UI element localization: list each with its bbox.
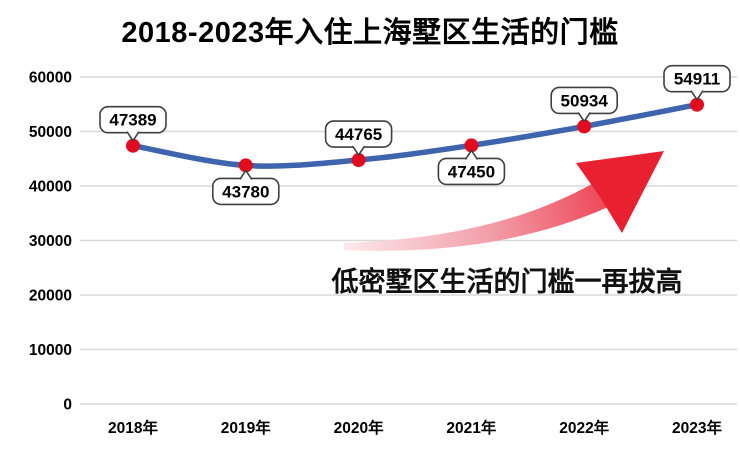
data-label-callout: 47450: [437, 149, 506, 186]
x-axis-tick-label: 2019年: [221, 418, 271, 437]
data-label-tail: [690, 90, 704, 101]
data-label-value: 54911: [674, 70, 720, 89]
data-point-markers: [126, 97, 704, 173]
gridlines: [80, 76, 737, 405]
y-axis-tick-label: 0: [63, 397, 72, 414]
y-axis: 0 10000 20000 30000 40000 50000 60000: [29, 70, 72, 414]
data-label-value: 50934: [561, 91, 609, 110]
data-point-marker: [464, 138, 479, 153]
y-axis-tick-label: 50000: [29, 124, 72, 141]
trend-arrow: [344, 151, 664, 251]
y-axis-tick-label: 30000: [29, 233, 72, 250]
data-label-tail: [464, 149, 479, 160]
chart-annotation: 低密墅区生活的门槛一再拔高: [331, 267, 683, 297]
data-point-marker: [690, 97, 704, 112]
y-axis-tick-label: 40000: [29, 179, 72, 196]
data-label-callout: 44765: [324, 120, 393, 156]
x-axis-tick-label: 2020年: [334, 418, 384, 437]
data-label-callout: 54911: [663, 64, 731, 101]
x-axis-tick-label: 2023年: [672, 418, 722, 437]
data-label-tail: [351, 145, 366, 156]
data-label-value: 43780: [222, 182, 269, 201]
data-label-callout: 43780: [212, 169, 280, 206]
data-label-callout: 50934: [550, 86, 619, 123]
data-point-marker: [351, 153, 366, 168]
x-axis-tick-label: 2022年: [559, 418, 609, 437]
data-label-value: 47450: [448, 162, 495, 181]
trend-arrow-head: [576, 151, 664, 233]
data-point-marker: [126, 138, 140, 153]
data-label-value: 44765: [335, 125, 382, 144]
data-label-callout: 47389: [99, 105, 167, 142]
trend-arrow-tail: [344, 184, 608, 251]
data-point-marker: [238, 158, 253, 173]
series-line: [130, 101, 700, 169]
y-axis-tick-label: 20000: [29, 288, 72, 305]
y-axis-tick-label: 10000: [29, 342, 72, 359]
data-label-tail: [577, 111, 591, 123]
data-point-marker: [577, 119, 592, 134]
y-axis-tick-label: 60000: [29, 70, 72, 87]
x-axis-tick-label: 2018年: [108, 418, 158, 437]
chart-title: 2018-2023年入住上海墅区生活的门槛: [121, 17, 619, 49]
x-axis: 2018年 2019年 2020年 2021年 2022年 2023年: [108, 418, 722, 437]
x-axis-tick-label: 2021年: [446, 418, 496, 437]
data-label-tail: [126, 131, 140, 142]
data-label-tail: [239, 169, 253, 180]
data-label-value: 47389: [109, 111, 156, 130]
